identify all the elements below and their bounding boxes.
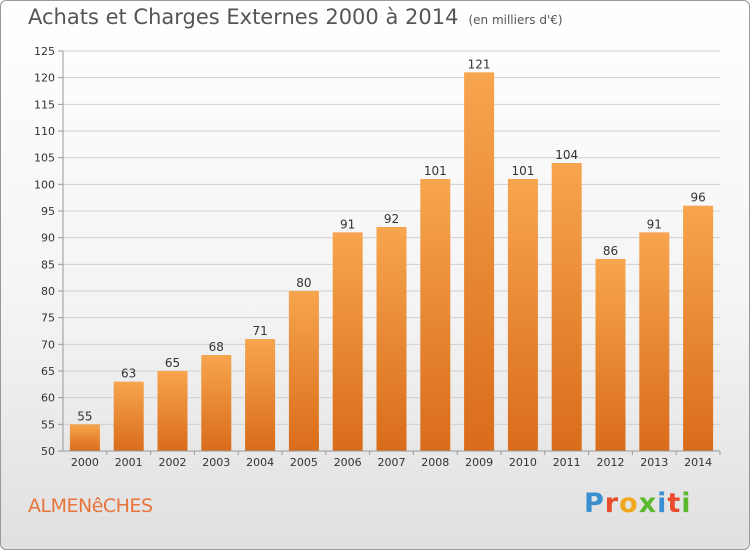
bar-2011 [551, 163, 582, 451]
bar-2003 [201, 355, 232, 451]
x-tick-label-2006: 2006 [334, 456, 362, 469]
y-tick-label-50: 50 [41, 445, 55, 458]
value-label-2002: 65 [165, 356, 180, 370]
x-tick-label-2012: 2012 [597, 456, 625, 469]
proxiti-logo: Proxiti [584, 488, 692, 519]
value-label-2008: 101 [424, 164, 447, 178]
y-tick-label-110: 110 [34, 125, 55, 138]
y-tick-label-65: 65 [41, 365, 55, 378]
y-tick-label-115: 115 [34, 98, 55, 111]
bar-2010 [507, 179, 538, 451]
bar-2014 [683, 205, 714, 451]
logo-letter: o [619, 488, 639, 519]
x-tick-label-2014: 2014 [684, 456, 712, 469]
y-axis: 50 55 60 65 70 75 80 85 90 95 100 105 110 115 120 125 [34, 45, 64, 458]
bar-2013 [639, 232, 670, 451]
y-tick-label-80: 80 [41, 285, 55, 298]
value-label-2005: 80 [296, 276, 311, 290]
value-label-2009: 121 [468, 57, 491, 71]
y-tick-label-95: 95 [41, 205, 55, 218]
x-tick-label-2003: 2003 [202, 456, 230, 469]
x-tick-label-2008: 2008 [421, 456, 449, 469]
x-tick-label-2005: 2005 [290, 456, 318, 469]
value-label-2013: 91 [647, 217, 662, 231]
y-tick-label-105: 105 [34, 152, 55, 165]
x-tick-label-2009: 2009 [465, 456, 493, 469]
title-text: Achats et Charges Externes 2000 à 2014 [28, 5, 459, 29]
logo-letter: i [657, 488, 668, 519]
x-tick-label-2011: 2011 [553, 456, 581, 469]
logo-letter: P [584, 488, 605, 519]
x-tick-label-2004: 2004 [246, 456, 274, 469]
x-tick-label-2000: 2000 [71, 456, 99, 469]
y-tick-label-55: 55 [41, 418, 55, 431]
logo-letter: x [638, 488, 658, 519]
x-tick-label-2013: 2013 [640, 456, 668, 469]
bar-2005 [288, 291, 319, 451]
value-label-2006: 91 [340, 217, 355, 231]
value-label-2014: 96 [690, 191, 705, 205]
y-tick-label-90: 90 [41, 232, 55, 245]
value-label-2004: 71 [252, 324, 267, 338]
x-tick-label-2001: 2001 [115, 456, 143, 469]
y-tick-label-125: 125 [34, 45, 55, 58]
value-label-2000: 55 [77, 409, 92, 423]
value-labels: 55 63 65 68 71 80 91 92 101 121 101 104 86 91 96 [77, 57, 705, 423]
value-label-2001: 63 [121, 367, 136, 381]
y-tick-label-120: 120 [34, 72, 55, 85]
logo-letter: t [667, 488, 682, 519]
y-tick-label-60: 60 [41, 392, 55, 405]
bar-2001 [113, 381, 144, 451]
y-tick-label-75: 75 [41, 312, 55, 325]
value-label-2010: 101 [511, 164, 534, 178]
y-tick-label-85: 85 [41, 258, 55, 271]
value-label-2003: 68 [209, 340, 224, 354]
x-tick-label-2010: 2010 [509, 456, 537, 469]
commune-name: ALMENêCHES [28, 495, 153, 517]
bar-2012 [595, 259, 626, 451]
value-label-2011: 104 [555, 148, 578, 162]
bars [69, 72, 714, 451]
bar-2006 [332, 232, 363, 451]
bar-2007 [376, 227, 407, 451]
logo-letter: i [681, 488, 692, 519]
bar-2004 [245, 339, 276, 451]
bar-2002 [157, 371, 188, 451]
y-tick-label-100: 100 [34, 178, 55, 191]
x-axis: 2000 2001 2002 2003 2004 2005 2006 2007 2008 2009… [63, 450, 721, 469]
bar-2000 [69, 424, 100, 451]
y-tick-label-70: 70 [41, 338, 55, 351]
x-tick-label-2007: 2007 [378, 456, 406, 469]
logo-letter: r [604, 488, 620, 519]
x-tick-label-2002: 2002 [159, 456, 187, 469]
bar-2009 [464, 72, 495, 451]
title-unit: (en milliers d'€) [468, 13, 563, 27]
chart-title: Achats et Charges Externes 2000 à 2014 (e… [28, 5, 563, 29]
value-label-2007: 92 [384, 212, 399, 226]
bar-2008 [420, 179, 451, 451]
value-label-2012: 86 [603, 244, 618, 258]
